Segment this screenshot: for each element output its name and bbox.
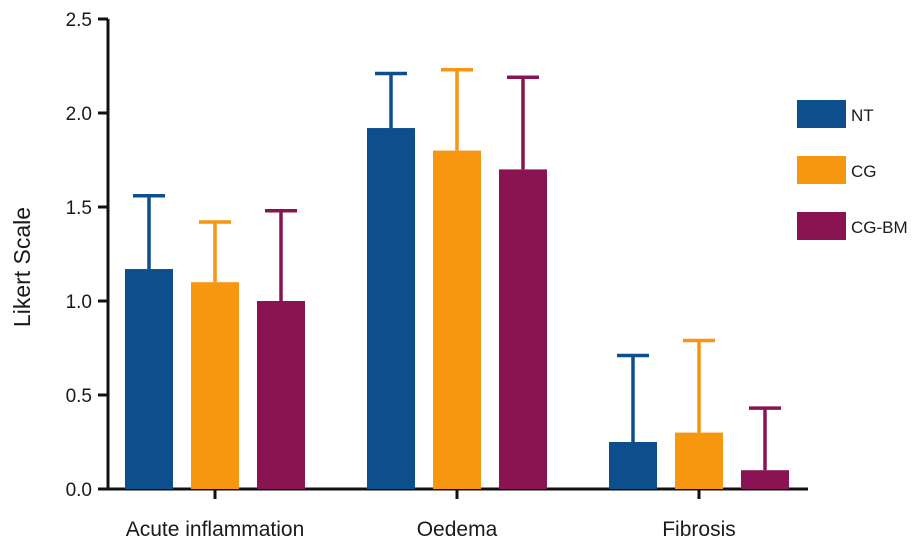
bar-cg (675, 432, 723, 489)
legend-swatch-nt (797, 100, 846, 128)
legend-swatch-cg (797, 156, 846, 184)
y-tick-label: 2.0 (66, 104, 92, 125)
legend: NT CG CG-BM (797, 100, 908, 240)
y-tick-label: 0.5 (66, 386, 92, 407)
bar-nt (125, 269, 173, 489)
x-tick-label: Fibrosis (662, 518, 736, 541)
bar-nt (367, 128, 415, 490)
legend-label-cg: CG (851, 162, 877, 181)
x-tick-label: Acute inflammation (126, 518, 305, 541)
y-tick-label: 1.0 (66, 292, 92, 313)
bar-cg (191, 282, 239, 489)
y-axis-title: Likert Scale (9, 207, 35, 327)
y-tick-label: 2.5 (66, 10, 92, 31)
bars-layer (125, 68, 789, 490)
ticks-layer: 0.0 0.5 1.0 1.5 2.0 2.5 Acute inflammation Oede… (66, 10, 736, 541)
y-tick-label: 0.0 (66, 480, 92, 501)
legend-label-cg-bm: CG-BM (851, 218, 908, 237)
legend-label-nt: NT (851, 106, 874, 125)
bar-cg-bm (499, 169, 547, 489)
bar-cg-bm (257, 301, 305, 489)
x-tick-label: Oedema (417, 518, 498, 541)
bar-nt (609, 442, 657, 489)
legend-swatch-cg-bm (797, 212, 846, 240)
y-tick-label: 1.5 (66, 198, 92, 219)
bar-cg (433, 150, 481, 489)
bar-cg-bm (741, 470, 789, 489)
